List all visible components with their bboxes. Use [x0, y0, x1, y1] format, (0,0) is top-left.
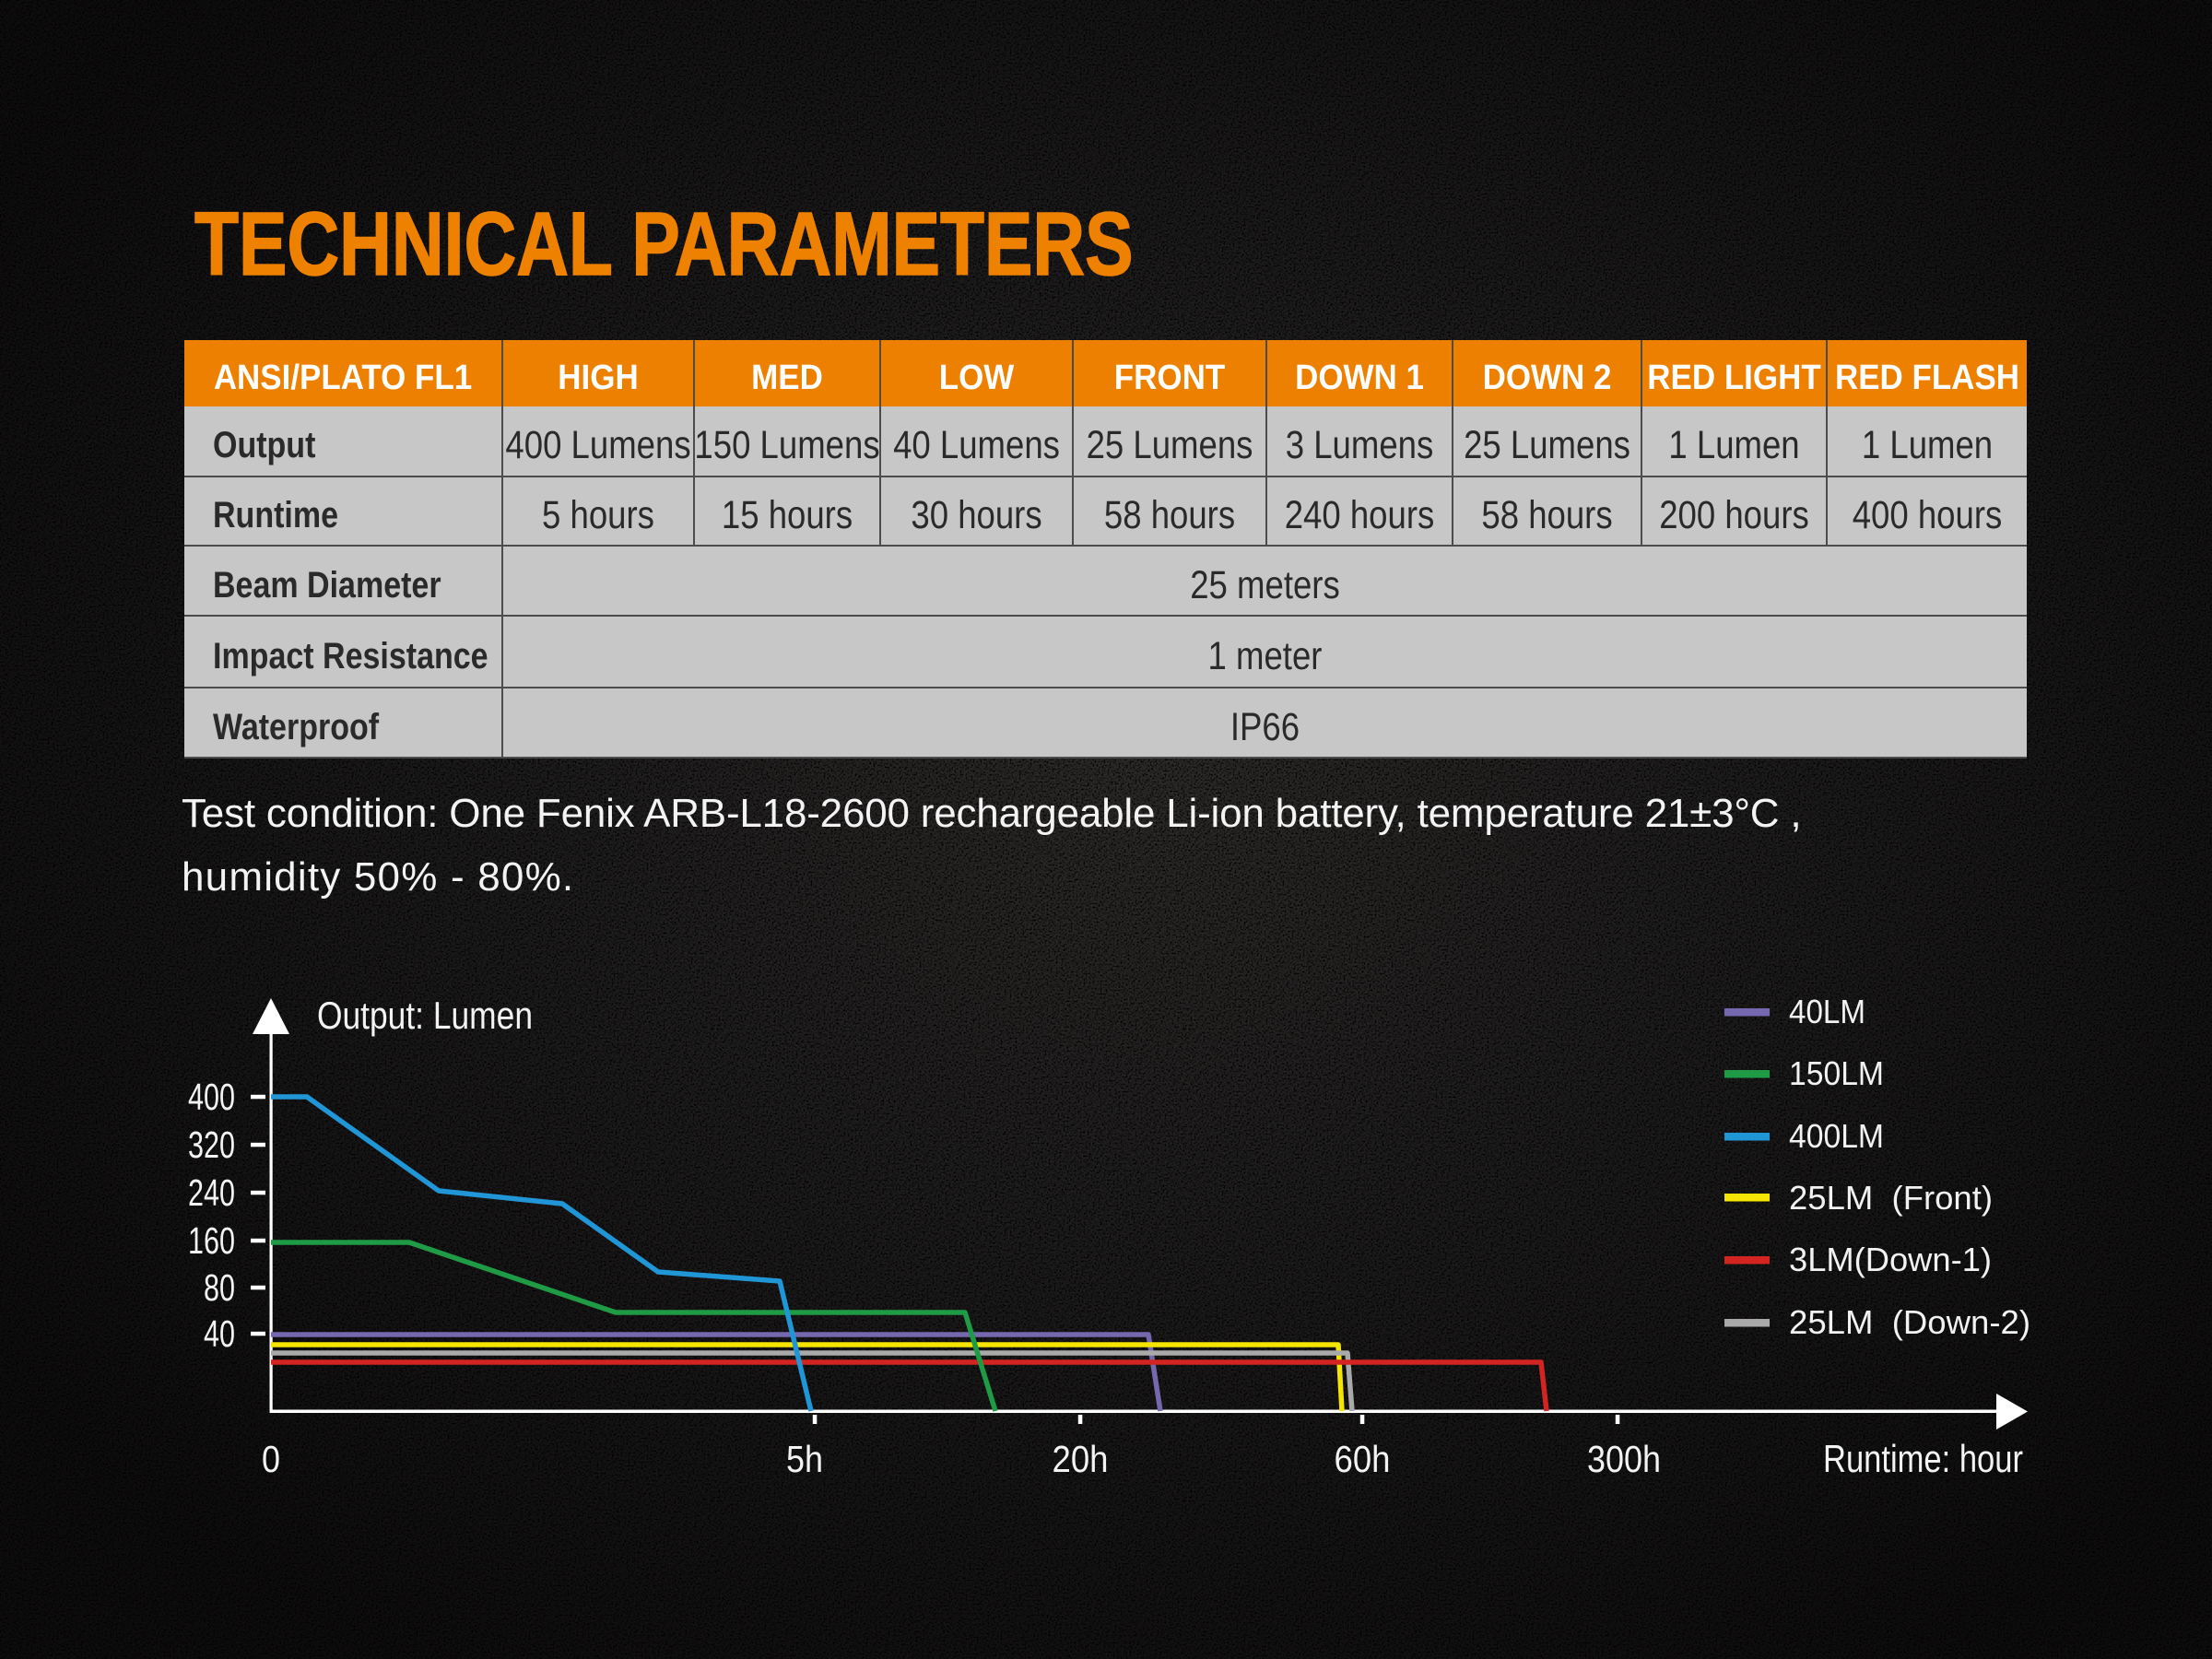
svg-text:25LM (Down-2): 25LM (Down-2) — [1789, 1303, 2030, 1341]
svg-text:40LM: 40LM — [1789, 993, 1865, 1030]
svg-text:20h: 20h — [1053, 1438, 1109, 1480]
svg-text:320: 320 — [188, 1124, 235, 1166]
svg-text:25LM (Front): 25LM (Front) — [1789, 1179, 1993, 1217]
svg-text:Output: Lumen: Output: Lumen — [317, 994, 533, 1037]
svg-text:300h: 300h — [1587, 1438, 1661, 1480]
svg-text:3LM(Down-1): 3LM(Down-1) — [1789, 1241, 1992, 1278]
svg-text:240: 240 — [188, 1171, 235, 1214]
svg-text:160: 160 — [188, 1219, 235, 1262]
svg-text:150LM: 150LM — [1789, 1054, 1884, 1092]
svg-text:80: 80 — [204, 1266, 235, 1309]
svg-text:400: 400 — [188, 1076, 235, 1118]
svg-text:60h: 60h — [1335, 1438, 1391, 1480]
svg-text:400LM: 400LM — [1789, 1117, 1884, 1155]
svg-text:40: 40 — [204, 1312, 235, 1355]
svg-text:0: 0 — [262, 1438, 280, 1480]
svg-text:5h: 5h — [786, 1438, 823, 1480]
svg-text:Runtime: hour: Runtime: hour — [1823, 1437, 2023, 1480]
